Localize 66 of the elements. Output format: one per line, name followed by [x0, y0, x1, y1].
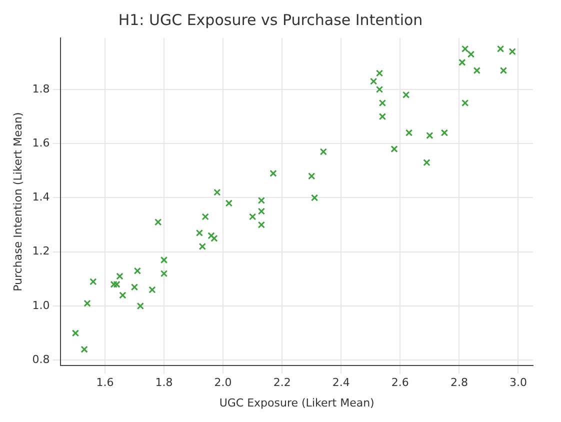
- point: [113, 280, 120, 288]
- x-tick-label: 1.6: [96, 376, 114, 390]
- point: [116, 272, 124, 280]
- y-tick-label: 1.0: [32, 298, 50, 312]
- point: [258, 196, 266, 204]
- point: [258, 221, 266, 228]
- x-tick-label: 3.0: [509, 376, 527, 390]
- x-tick-label: 2.0: [214, 376, 232, 390]
- x-tick-label: 2.6: [391, 376, 409, 390]
- y-tick-label: 1.8: [32, 82, 50, 96]
- point: [84, 300, 91, 307]
- point: [310, 194, 318, 202]
- point: [390, 145, 398, 153]
- y-axis-title: Purchase Intention (Likert Mean): [11, 112, 24, 292]
- point: [440, 129, 448, 136]
- point: [308, 172, 316, 180]
- point: [378, 99, 386, 107]
- y-tick-label: 1.2: [32, 244, 50, 258]
- point: [160, 256, 168, 264]
- point: [210, 234, 218, 242]
- point: [376, 86, 384, 94]
- point: [198, 242, 206, 250]
- point: [370, 78, 378, 85]
- y-tick-label: 1.6: [32, 136, 50, 150]
- point: [136, 302, 144, 310]
- point: [130, 284, 138, 291]
- point: [378, 112, 386, 120]
- point: [270, 170, 277, 177]
- point: [154, 218, 162, 226]
- point: [405, 129, 413, 136]
- y-tick-label: 1.4: [32, 190, 50, 204]
- point: [473, 66, 480, 74]
- point: [214, 188, 221, 196]
- point: [467, 50, 475, 58]
- x-tick-label: 1.8: [155, 376, 173, 390]
- point: [160, 270, 168, 278]
- point: [148, 286, 156, 294]
- chart-title: H1: UGC Exposure vs Purchase Intention: [118, 10, 423, 29]
- x-tick-label: 2.4: [332, 376, 350, 390]
- x-tick-label: 2.2: [273, 376, 291, 390]
- point: [248, 213, 256, 220]
- point: [134, 267, 142, 274]
- point: [258, 208, 266, 215]
- y-tick-label: 0.8: [32, 353, 50, 366]
- point: [196, 229, 204, 237]
- point: [402, 91, 410, 98]
- point: [72, 330, 80, 337]
- point: [80, 346, 88, 353]
- point: [320, 148, 327, 156]
- point: [426, 132, 434, 140]
- point: [462, 45, 469, 52]
- point: [423, 158, 430, 166]
- point: [90, 278, 97, 286]
- point: [508, 48, 516, 56]
- point: [376, 70, 384, 77]
- point: [458, 58, 466, 66]
- point: [496, 45, 504, 52]
- x-axis-title: UGC Exposure (Likert Mean): [219, 396, 374, 410]
- point: [202, 213, 209, 220]
- point: [119, 292, 126, 299]
- point: [225, 200, 233, 207]
- point: [462, 99, 469, 107]
- x-tick-label: 2.8: [450, 376, 468, 390]
- point: [208, 232, 215, 240]
- point: [110, 280, 118, 288]
- point: [500, 66, 508, 74]
